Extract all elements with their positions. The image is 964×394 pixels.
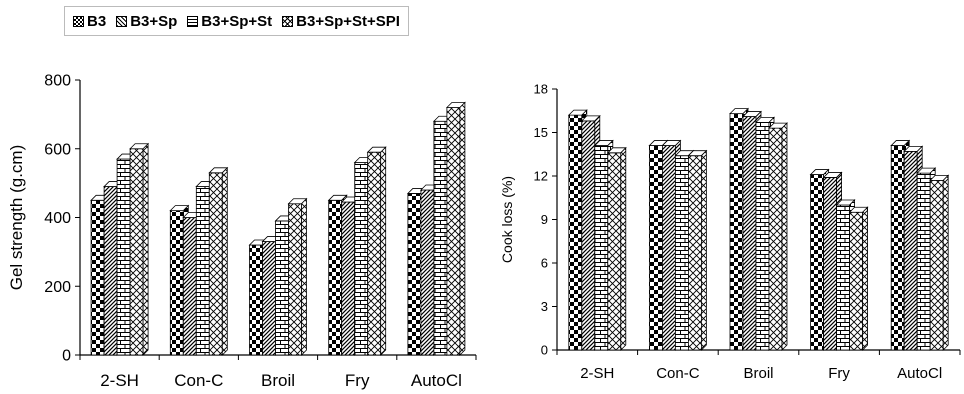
legend-label: B3+Sp (130, 12, 178, 30)
y-axis-label: Cook loss (%) (499, 176, 515, 263)
bar-front-face (836, 204, 851, 351)
legend-label: B3+Sp+St+SPI (296, 12, 400, 30)
bar-front-face (916, 172, 931, 351)
y-tick-label: 200 (44, 279, 71, 296)
bar-side-face (781, 122, 788, 351)
legend-label: B3+Sp+St (201, 12, 273, 30)
bar-side-face (142, 142, 149, 356)
bar-front-face (275, 220, 289, 356)
cook-loss-chart: 0 3 6 9 12 15 18 2-SH Con-C Broil Fry AutoCl Cook lo… (499, 82, 961, 382)
y-axis-label: Gel strength (g.cm) (7, 145, 26, 291)
bar-front-face (90, 199, 105, 356)
bar-front-face (433, 120, 448, 356)
legend-item-b3: B3 (73, 13, 106, 30)
bar-front-face (890, 145, 905, 351)
bar-front-face (129, 148, 144, 356)
bar-front-face (823, 177, 838, 351)
bar-front-face (755, 121, 770, 351)
bar (445, 101, 466, 356)
y-tick-label: 15 (534, 125, 548, 140)
bar-side-face (221, 166, 228, 356)
bar-front-face (648, 145, 663, 351)
bar-front-face (195, 186, 210, 356)
gel-strength-chart: 0 200 400 600 800 2-SH Con-C Broil Fry AutoCl Gel … (7, 73, 477, 390)
bar-front-face (568, 114, 583, 351)
bar-front-face (446, 107, 461, 356)
x-category-label: Fry (828, 365, 850, 382)
bar (606, 146, 627, 351)
bar-side-face (942, 174, 949, 351)
bar-front-face (169, 210, 184, 356)
x-category-label: Broil (743, 365, 773, 382)
y-tick-label: 18 (534, 82, 548, 97)
y-tick-label: 9 (541, 212, 548, 227)
x-category-label: Con-C (656, 365, 700, 382)
bar-front-face (420, 189, 435, 356)
legend-item-b3-sp-st: B3+Sp+St (187, 13, 272, 30)
bar-side-face (700, 149, 707, 351)
legend-label: B3 (87, 12, 107, 30)
y-tick-label: 6 (541, 256, 548, 271)
legend-swatch-crosshatch (282, 15, 294, 27)
x-category-label: Broil (261, 371, 295, 390)
bar-side-face (620, 146, 627, 351)
bar (929, 174, 950, 351)
legend-swatch-checker (73, 15, 84, 27)
legend-item-b3-sp: B3+Sp (116, 13, 177, 30)
bar (287, 197, 308, 356)
bar-front-face (903, 150, 918, 351)
bar-front-face (367, 151, 382, 356)
bar-side-face (380, 146, 387, 356)
bar-front-face (674, 155, 689, 351)
x-category-label: 2-SH (100, 371, 139, 390)
bar-front-face (262, 241, 276, 356)
y-tick-label: 600 (44, 141, 71, 158)
bar-front-face (810, 174, 825, 351)
bar-front-face (341, 201, 356, 356)
y-tick-label: 800 (44, 73, 71, 90)
x-category-label: Con-C (174, 371, 223, 390)
bar-front-face (249, 244, 263, 356)
bar-front-face (729, 113, 744, 351)
bar-front-face (328, 199, 343, 356)
bar-front-face (929, 179, 944, 351)
bar (366, 146, 387, 356)
bar-front-face (768, 127, 783, 351)
bar-front-face (182, 217, 197, 356)
y-tick-label: 3 (541, 299, 548, 314)
bar-front-face (661, 145, 676, 351)
legend-swatch-diagonal (116, 15, 128, 27)
bar-side-face (459, 101, 466, 356)
x-category-label: 2-SH (580, 365, 614, 382)
bar (129, 142, 150, 356)
chart-legend: B3 B3+Sp B3+Sp+St B3+Sp+St+SPI (64, 6, 409, 36)
bar-front-face (407, 193, 422, 356)
bar (687, 149, 708, 351)
bar-front-face (208, 172, 223, 356)
bar-front-face (849, 211, 864, 351)
bar-front-face (288, 203, 302, 356)
y-tick-label: 400 (44, 210, 71, 227)
x-category-label: Fry (345, 371, 370, 390)
bar-front-face (354, 162, 369, 356)
bar-front-face (103, 186, 118, 356)
bar-front-face (116, 158, 131, 356)
legend-item-b3-sp-st-spi: B3+Sp+St+SPI (282, 13, 400, 30)
legend-swatch-brick (187, 15, 199, 27)
x-category-label: AutoCl (897, 365, 942, 382)
bar-side-face (862, 206, 869, 351)
bar-side-face (301, 197, 307, 356)
bar (848, 206, 869, 351)
bar-front-face (607, 152, 622, 351)
y-tick-label: 12 (534, 169, 548, 184)
bar-front-face (742, 116, 757, 351)
bar (208, 166, 229, 356)
bar-front-face (594, 145, 609, 351)
x-category-label: AutoCl (411, 371, 462, 390)
bar (768, 122, 788, 351)
y-tick-label: 0 (62, 348, 71, 365)
bar-front-face (687, 155, 702, 351)
bar-front-face (581, 120, 596, 351)
y-tick-label: 0 (541, 343, 548, 358)
